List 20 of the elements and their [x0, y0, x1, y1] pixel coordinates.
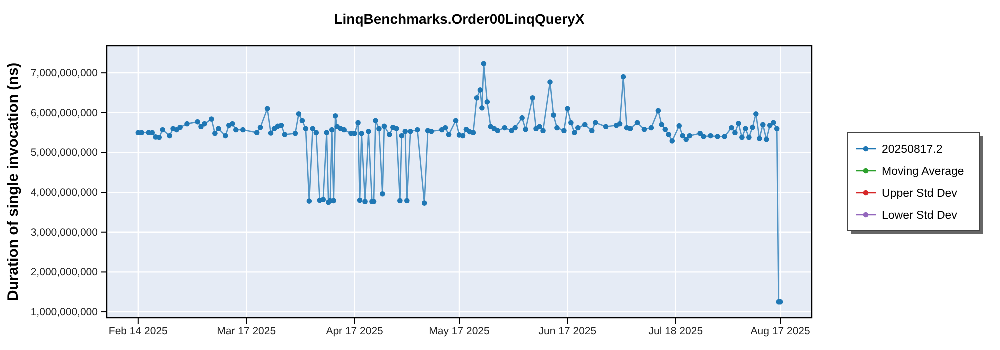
chart-title: LinqBenchmarks.Order00LinqQueryX [334, 11, 586, 27]
x-tick-label: Aug 17 2025 [750, 325, 811, 338]
y-axis-title: Duration of single invocation (ns) [5, 62, 22, 302]
y-tick-label: 4,000,000,000 [30, 186, 98, 199]
legend-label: Moving Average [882, 166, 964, 178]
legend-label: Lower Std Dev [882, 210, 958, 222]
x-tick-label: Apr 17 2025 [326, 325, 384, 338]
y-tick-label: 7,000,000,000 [30, 67, 98, 80]
x-tick-label: May 17 2025 [429, 325, 490, 338]
y-tick-label: 5,000,000,000 [30, 147, 98, 160]
x-tick-label: Jun 17 2025 [538, 325, 597, 338]
y-tick-label: 1,000,000,000 [30, 306, 98, 318]
y-tick-label: 3,000,000,000 [30, 226, 98, 239]
legend-label: Upper Std Dev [882, 188, 958, 200]
x-tick-label: Feb 14 2025 [108, 325, 168, 338]
y-tick-label: 6,000,000,000 [30, 107, 98, 120]
legend-label: 20250817.2 [882, 144, 943, 156]
y-tick-label: 2,000,000,000 [30, 266, 98, 279]
x-tick-label: Mar 17 2025 [217, 325, 276, 338]
x-tick-label: Jul 18 2025 [648, 325, 704, 338]
